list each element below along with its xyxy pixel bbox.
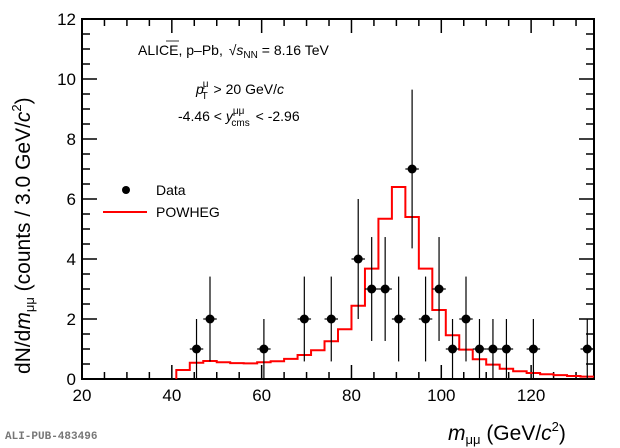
data-marker (407, 164, 417, 174)
data-point (378, 237, 392, 341)
data-point (391, 276, 406, 362)
annotation-rapidity: -4.46 < yμμ cms < -2.96 (178, 106, 300, 129)
data-point (324, 276, 338, 362)
data-point (405, 89, 419, 249)
legend-powheg-label: POWHEG (156, 204, 220, 220)
legend: Data POWHEG (103, 182, 220, 220)
legend-data-label: Data (156, 182, 186, 198)
annotation-collision: ALICE, p–Pb, √sNN = 8.16 TeV (138, 42, 329, 61)
data-point (418, 276, 433, 362)
x-axis-ticks: 20 40 60 80 100 120 (73, 19, 577, 405)
data-marker (488, 344, 498, 354)
data-points (189, 89, 594, 379)
x-tick-label: 80 (342, 386, 361, 405)
x-tick-label: 60 (252, 386, 271, 405)
data-marker (582, 344, 592, 354)
y-tick-label: 8 (67, 130, 76, 149)
data-point (526, 319, 541, 379)
data-point (351, 199, 365, 319)
plot-frame (81, 18, 595, 380)
data-marker (394, 314, 404, 324)
data-marker (192, 344, 202, 354)
data-marker (421, 314, 431, 324)
plot-border (81, 18, 595, 380)
data-point (445, 319, 460, 379)
x-tick-label: 40 (162, 386, 181, 405)
x-axis-title: mμμ (GeV/c2) (448, 419, 566, 447)
y-axis-ticks: 0 2 4 6 8 10 12 (57, 10, 594, 389)
y-tick-label: 4 (67, 250, 76, 269)
data-point (203, 276, 217, 362)
data-marker (259, 344, 269, 354)
data-marker (380, 284, 390, 294)
y-axis-title: dN/dmμμ (counts / 3.0 GeV/c2) (9, 97, 37, 374)
watermark: ALI-PUB-483496 (5, 431, 98, 443)
data-point (459, 276, 473, 362)
data-marker (448, 344, 458, 354)
data-marker (461, 314, 471, 324)
data-point (189, 319, 204, 379)
powheg-histogram (175, 186, 594, 379)
legend-data-marker (122, 186, 130, 194)
data-point (472, 319, 487, 379)
data-marker (474, 344, 484, 354)
y-tick-label: 10 (57, 70, 76, 89)
data-marker (326, 314, 336, 324)
annotation-pt-cut: pμ T > 20 GeV/c (195, 79, 284, 102)
data-point (432, 237, 446, 341)
data-marker (367, 284, 377, 294)
x-tick-label: 20 (73, 386, 92, 405)
x-tick-label: 100 (427, 386, 455, 405)
data-point (580, 319, 594, 379)
y-tick-label: 6 (67, 190, 76, 209)
data-point (297, 276, 312, 362)
x-tick-label: 120 (517, 386, 545, 405)
y-tick-label: 12 (57, 10, 76, 29)
data-point (486, 319, 500, 379)
data-marker (299, 314, 309, 324)
y-tick-label: 2 (67, 310, 76, 329)
data-marker (501, 344, 511, 354)
data-marker (205, 314, 215, 324)
data-point (499, 319, 514, 379)
data-point (257, 319, 271, 379)
data-marker (353, 254, 363, 264)
data-marker (434, 284, 444, 294)
data-marker (528, 344, 538, 354)
data-point (364, 237, 379, 341)
powheg-step-line (175, 186, 594, 379)
y-tick-label: 0 (67, 370, 76, 389)
